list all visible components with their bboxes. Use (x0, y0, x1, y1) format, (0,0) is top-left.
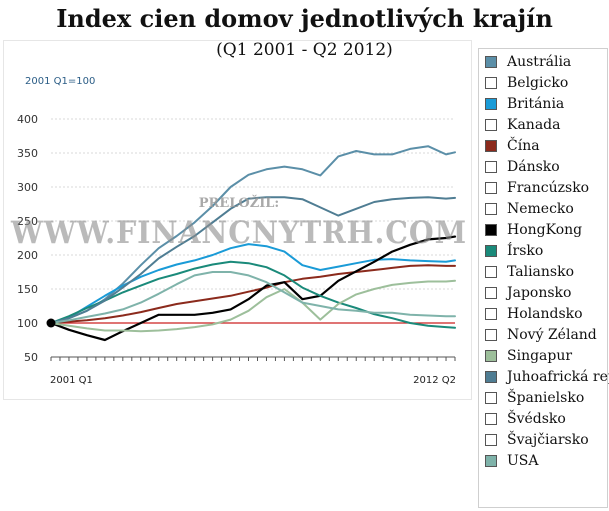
legend-item[interactable]: Írsko (485, 241, 543, 261)
legend-label: Nový Zéland (507, 327, 597, 343)
series-line-brit-nia (50, 243, 456, 324)
legend-label: Dánsko (507, 159, 560, 175)
legend-item[interactable]: HongKong (485, 220, 582, 240)
y-tick-label: 350 (17, 147, 38, 160)
legend-swatch (485, 77, 497, 89)
legend-label: Francúzsko (507, 180, 590, 196)
legend-item[interactable]: Švajčiarsko (485, 430, 589, 450)
legend-swatch (485, 413, 497, 425)
legend-label: Juhoafrická rep (507, 369, 609, 385)
watermark-small-text: PRELOŽIL: (199, 195, 279, 211)
legend-swatch (485, 161, 497, 173)
legend-swatch (485, 98, 497, 110)
legend-label: Írsko (507, 243, 544, 259)
legend-swatch (485, 140, 497, 152)
legend-item[interactable]: Kanada (485, 115, 560, 135)
series-line-juhoafrick-rep (50, 196, 456, 324)
chart-panel: 2001 Q1=100 50 100 150 200 250 300 350 400 2001 Q… (3, 40, 472, 400)
x-tick-label: 2012 Q2 (413, 375, 456, 386)
x-tick-label: 2001 Q1 (50, 375, 93, 386)
legend-swatch (485, 182, 497, 194)
legend-item[interactable]: USA (485, 451, 539, 471)
legend-swatch (485, 224, 497, 236)
legend-label: Švajčiarsko (507, 432, 589, 448)
legend-swatch (485, 287, 497, 299)
legend-label: HongKong (507, 222, 583, 238)
legend-label: USA (507, 453, 539, 469)
legend-swatch (485, 119, 497, 131)
legend-swatch (485, 245, 497, 257)
legend-item[interactable]: Belgicko (485, 73, 568, 93)
legend-item[interactable]: Francúzsko (485, 178, 589, 198)
legend-label: Británia (507, 96, 565, 112)
legend: Austrália Belgicko Británia Kanada Čína Dánsk… (478, 48, 609, 508)
legend-label: Taliansko (507, 264, 575, 280)
start-marker (46, 318, 56, 328)
legend-swatch (485, 56, 497, 68)
legend-item[interactable]: Španielsko (485, 388, 584, 408)
watermark-big-text: WWW.FINANCNYTRH.COM (10, 215, 467, 251)
line-chart: 2001 Q1=100 50 100 150 200 250 300 350 400 2001 Q… (10, 76, 467, 386)
chart-subtitle: (Q1 2001 - Q2 2012) (216, 40, 393, 60)
series-line--rsko (50, 260, 456, 329)
legend-swatch (485, 203, 497, 215)
legend-swatch (485, 266, 497, 278)
legend-label: Nemecko (507, 201, 574, 217)
legend-label: Japonsko (507, 285, 572, 301)
series-line-hongkong (49, 235, 457, 342)
legend-swatch (485, 308, 497, 320)
legend-swatch (485, 434, 497, 446)
legend-label: Španielsko (507, 390, 585, 406)
legend-item[interactable]: Taliansko (485, 262, 574, 282)
y-tick-label: 300 (17, 181, 38, 194)
legend-item[interactable]: Singapur (485, 346, 572, 366)
legend-label: Kanada (507, 117, 561, 133)
legend-label: Singapur (507, 348, 573, 364)
y-tick-label: 400 (17, 113, 38, 126)
legend-item[interactable]: Holandsko (485, 304, 583, 324)
legend-swatch (485, 350, 497, 362)
series-line-usa (50, 271, 456, 324)
y-tick-label: 50 (24, 351, 38, 364)
legend-item[interactable]: Británia (485, 94, 564, 114)
chart-title: Index cien domov jednotlivých krajín (56, 4, 553, 33)
y-tick-label: 250 (17, 215, 38, 228)
legend-label: Čína (507, 138, 540, 154)
legend-swatch (485, 371, 497, 383)
y-tick-label: 100 (17, 317, 38, 330)
legend-item[interactable]: Čína (485, 136, 540, 156)
legend-label: Švédsko (507, 411, 566, 427)
y-tick-label: 200 (17, 249, 38, 262)
y-axis-label: 2001 Q1=100 (25, 76, 95, 87)
legend-label: Austrália (507, 54, 572, 70)
legend-label: Belgicko (507, 75, 569, 91)
legend-swatch (485, 329, 497, 341)
legend-item[interactable]: Japonsko (485, 283, 571, 303)
legend-item[interactable]: Austrália (485, 52, 571, 72)
series-line-singapur (50, 279, 456, 333)
legend-item[interactable]: Juhoafrická rep (485, 367, 609, 387)
series-line--na (50, 264, 456, 324)
legend-item[interactable]: Nový Zéland (485, 325, 597, 345)
legend-label: Holandsko (507, 306, 583, 322)
legend-item[interactable]: Švédsko (485, 409, 566, 429)
y-tick-label: 150 (17, 283, 38, 296)
legend-item[interactable]: Dánsko (485, 157, 560, 177)
legend-swatch (485, 392, 497, 404)
legend-item[interactable]: Nemecko (485, 199, 574, 219)
legend-swatch (485, 455, 497, 467)
